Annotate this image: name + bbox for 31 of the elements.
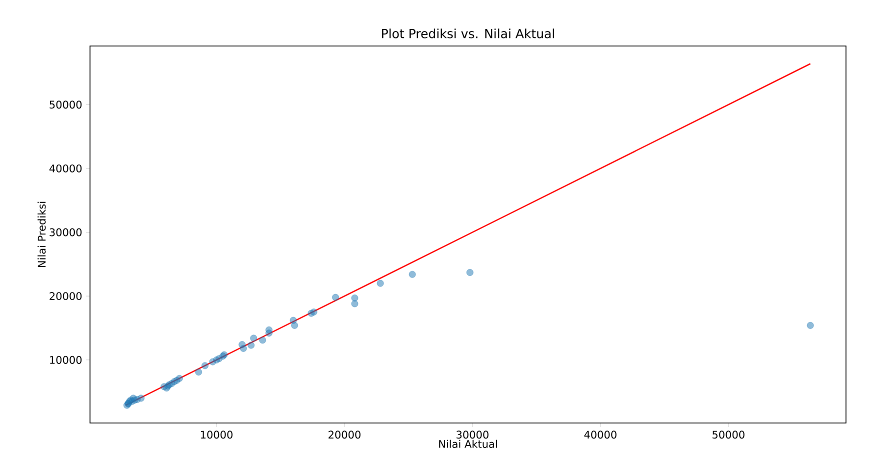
y-axis-title: Nilai Prediksi <box>38 202 46 268</box>
y-tick-label: 20000 <box>50 292 82 300</box>
point <box>291 322 298 329</box>
chart-title: Plot Prediksi vs. Nilai Aktual <box>382 28 554 38</box>
point <box>466 268 474 276</box>
point <box>310 308 318 316</box>
y-tick-label: 50000 <box>50 100 82 109</box>
point <box>351 294 358 302</box>
point <box>250 334 258 342</box>
x-tick-label: 50000 <box>712 430 744 439</box>
y-tick-label: 30000 <box>50 228 82 236</box>
point <box>408 270 416 278</box>
point <box>259 336 266 344</box>
point <box>176 374 183 382</box>
point <box>265 330 272 337</box>
x-tick-label: 40000 <box>584 430 616 439</box>
point <box>332 294 340 301</box>
x-tick-label: 20000 <box>328 430 360 439</box>
x-tick-label: 30000 <box>456 430 488 439</box>
x-axis-title: Nilai Aktual <box>439 440 497 448</box>
point <box>240 344 247 352</box>
x-tick-label: 10000 <box>200 430 233 439</box>
point <box>138 394 145 402</box>
point <box>351 300 358 308</box>
point <box>195 368 202 376</box>
point <box>248 342 255 349</box>
point <box>202 362 208 370</box>
y-tick-label: 40000 <box>49 164 82 172</box>
y-tick-label: 10000 <box>50 356 82 364</box>
point <box>806 322 814 329</box>
point <box>376 280 384 287</box>
